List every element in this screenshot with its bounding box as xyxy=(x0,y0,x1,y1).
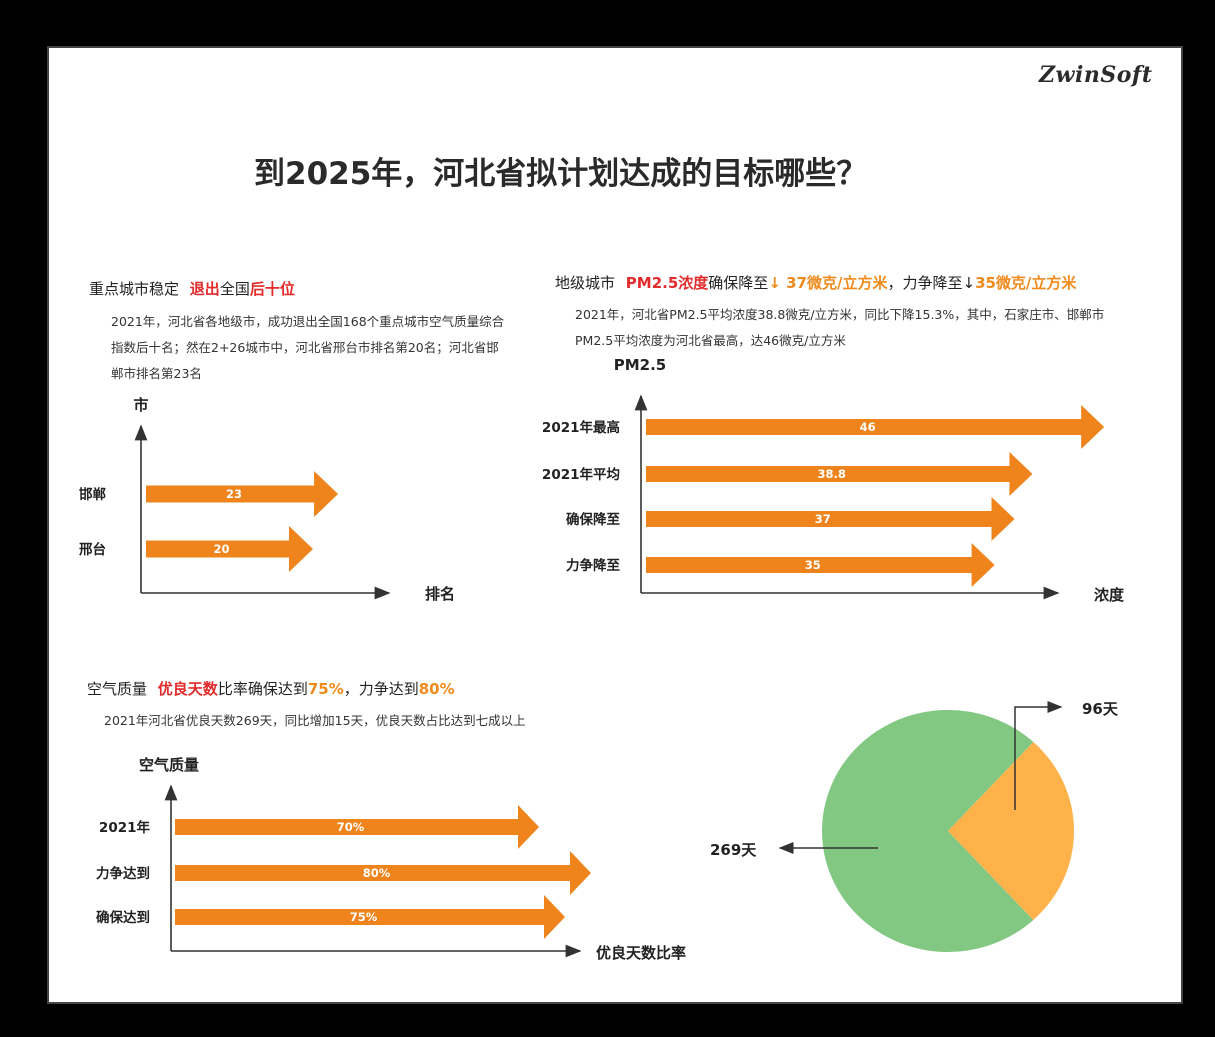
section2-heading-highlight: PM2.5浓度 xyxy=(625,274,709,292)
section3-description: 2021年河北省优良天数269天，同比增加15天，优良天数占比达到七成以上 xyxy=(104,713,526,728)
section3-heading-text: 空气质量 xyxy=(87,680,148,698)
section1-heading-text2: 全国 xyxy=(219,280,250,298)
pie-slice-large xyxy=(822,710,1034,952)
chart1-y-axis-label: 市 xyxy=(133,396,148,414)
chart3-category-label: 确保达到 xyxy=(96,909,150,926)
chart3-category-label: 2021年 xyxy=(99,819,151,836)
chart2-y-axis-label: PM2.5 xyxy=(614,356,667,374)
pie-callout-small xyxy=(1014,701,1063,810)
chart2-category-label: 2021年平均 xyxy=(542,466,620,483)
section1-heading: 重点城市稳定 退出全国后十位 xyxy=(89,278,295,299)
section1-heading-text: 重点城市稳定 xyxy=(89,280,180,298)
chart3-data-label: 80% xyxy=(363,866,391,880)
chart3-y-axis-label: 空气质量 xyxy=(139,756,199,774)
section2-heading-target2: 35微克/立方米 xyxy=(975,274,1077,292)
pie-slice-small xyxy=(948,742,1074,920)
chart2-bar xyxy=(646,543,995,587)
chart2-x-axis-label: 浓度 xyxy=(1094,586,1125,604)
section2-heading: 地级城市 PM2.5浓度确保降至↓ 37微克/立方米，力争降至↓35微克/立方米 xyxy=(555,272,1076,293)
section3-heading: 空气质量 优良天数比率确保达到75%，力争达到80% xyxy=(87,678,455,699)
chart3-bar xyxy=(175,851,591,895)
chart1-bar xyxy=(146,471,339,517)
chart1-bar xyxy=(146,526,313,572)
section1-heading-highlight2: 后十位 xyxy=(249,280,295,298)
chart1-data-label: 23 xyxy=(226,487,242,501)
section3-heading-text2: 比率确保达到 xyxy=(217,680,308,698)
chart3-bar xyxy=(175,805,539,849)
chart3-bar xyxy=(175,895,565,939)
chart2-category-label: 力争降至 xyxy=(566,557,620,574)
section3-heading-text3: ，力争达到 xyxy=(343,680,419,698)
section2-heading-text: 地级城市 xyxy=(555,274,616,292)
chart1-data-label: 20 xyxy=(213,542,229,556)
pie-label-large: 269天 xyxy=(710,841,757,859)
section2-heading-text2: 确保降至 xyxy=(708,274,769,292)
chart2-bar xyxy=(646,452,1033,496)
page-title: 到2025年，河北省拟计划达成的目标哪些？ xyxy=(254,156,868,192)
chart2-bar xyxy=(646,497,1015,541)
chart1-category-label: 邢台 xyxy=(79,541,106,558)
section1-description: 2021年，河北省各地级市，成功退出全国168个重点城市空气质量综合指数后十名；… xyxy=(111,314,505,381)
chart2-category-label: 确保降至 xyxy=(566,511,620,528)
chart2-bar xyxy=(646,405,1105,449)
chart2-data-label: 35 xyxy=(805,558,821,572)
chart2-data-label: 38.8 xyxy=(818,467,846,481)
chart2-data-label: 37 xyxy=(815,512,831,526)
slide: ZwinSoft 到2025年，河北省拟计划达成的目标哪些？ 重点城市稳定 退出… xyxy=(47,46,1183,1004)
chart3-data-label: 70% xyxy=(337,820,365,834)
section2-heading-arrow: ↓ xyxy=(962,274,976,292)
chart2-category-label: 2021年最高 xyxy=(542,419,620,436)
section3-heading-highlight: 优良天数 xyxy=(157,680,218,698)
chart1-category-label: 邯郸 xyxy=(79,486,106,503)
chart2-data-label: 46 xyxy=(860,420,876,434)
charts-canvas: 市排名 邯郸 23 邢台 20 PM2.5 浓度 2021年最高 46 2021年平均 38.8 确保… xyxy=(79,356,1125,962)
pie-label-small: 96天 xyxy=(1082,700,1119,718)
section2-heading-target1: ↓ 37微克/立方米 xyxy=(768,274,888,292)
chart1-x-axis-label: 排名 xyxy=(425,585,455,603)
chart3-data-label: 75% xyxy=(350,910,378,924)
chart3-x-axis-label: 优良天数比率 xyxy=(596,944,686,962)
section2-description: 2021年，河北省PM2.5平均浓度38.8微克/立方米，同比下降15.3%，其… xyxy=(575,307,1105,348)
section2-heading-text3: ，力争降至 xyxy=(887,274,963,292)
brand-logo: ZwinSoft xyxy=(1039,62,1153,88)
section1-heading-highlight: 退出 xyxy=(189,280,220,298)
section3-heading-target2: 80% xyxy=(418,680,455,698)
chart3-category-label: 力争达到 xyxy=(96,865,150,882)
section3-heading-target1: 75% xyxy=(307,680,344,698)
